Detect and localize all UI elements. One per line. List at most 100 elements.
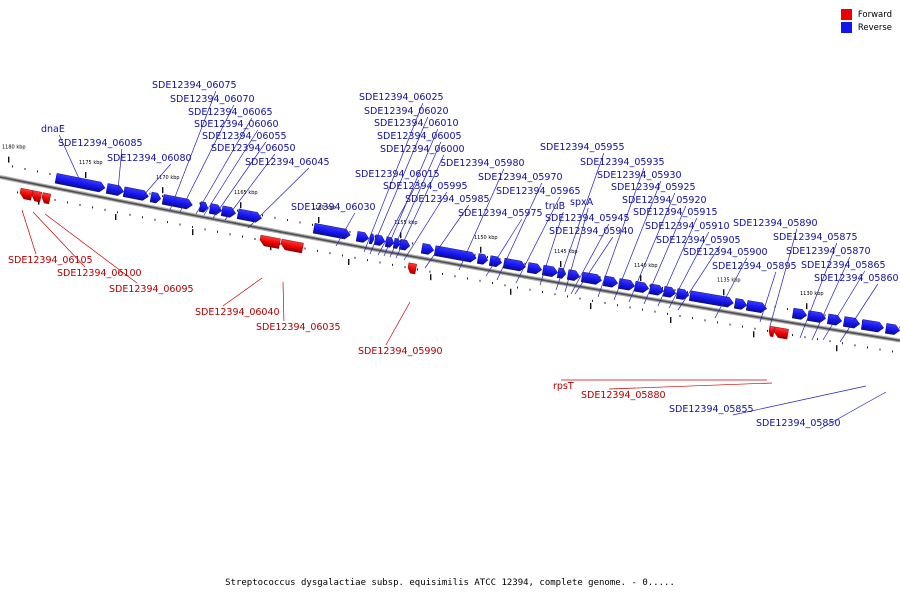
- leader-line: [668, 231, 710, 309]
- gene-label[interactable]: SDE12394_05955: [540, 142, 625, 153]
- gene-arrow[interactable]: [541, 264, 559, 277]
- gene-label[interactable]: SDE12394_05875: [773, 232, 858, 243]
- gene-label[interactable]: SDE12394_06075: [152, 80, 237, 91]
- gene-label[interactable]: SDE12394_05985: [405, 194, 490, 205]
- gene-label[interactable]: SDE12394_06000: [380, 144, 465, 155]
- gene-arrow[interactable]: [662, 286, 677, 298]
- gene-arrow[interactable]: [280, 238, 304, 254]
- gene-arrow[interactable]: [688, 290, 734, 308]
- gene-label[interactable]: SDE12394_06055: [202, 131, 287, 142]
- gene-label[interactable]: SDE12394_06045: [245, 157, 330, 168]
- gene-arrow[interactable]: [884, 323, 900, 335]
- gene-arrow[interactable]: [488, 255, 503, 268]
- gene-arrow[interactable]: [384, 236, 395, 248]
- gene-label[interactable]: SDE12394_05940: [549, 226, 634, 237]
- gene-arrow[interactable]: [860, 319, 884, 333]
- gene-label[interactable]: SDE12394_06050: [211, 143, 296, 154]
- gene-label[interactable]: SDE12394_05975: [458, 208, 543, 219]
- gene-arrow[interactable]: [236, 208, 262, 223]
- gene-arrow[interactable]: [791, 307, 808, 320]
- gene-label[interactable]: dnaE: [41, 124, 65, 135]
- gene-arrow[interactable]: [31, 190, 43, 203]
- gene-arrow[interactable]: [768, 325, 775, 338]
- gene-arrow[interactable]: [745, 300, 768, 313]
- gene-label[interactable]: SDE12394_06035: [256, 322, 341, 333]
- gene-label[interactable]: SDE12394_06020: [364, 106, 449, 117]
- gene-arrow[interactable]: [842, 316, 861, 329]
- gene-label[interactable]: SDE12394_05965: [496, 186, 581, 197]
- gene-label[interactable]: SDE12394_05910: [645, 221, 730, 232]
- gene-arrow[interactable]: [355, 231, 370, 243]
- gene-arrow[interactable]: [122, 186, 149, 202]
- gene-arrow[interactable]: [312, 223, 351, 240]
- gene-arrow[interactable]: [368, 233, 375, 245]
- gene-label[interactable]: SDE12394_06095: [109, 284, 194, 295]
- gene-label[interactable]: SDE12394_05900: [683, 247, 768, 258]
- gene-label[interactable]: SDE12394_06040: [195, 307, 280, 318]
- gene-arrow[interactable]: [398, 239, 411, 251]
- minor-tick: [104, 208, 106, 211]
- gene-arrow[interactable]: [220, 205, 237, 218]
- gene-arrow[interactable]: [773, 326, 789, 340]
- gene-label[interactable]: SDE12394_05860: [814, 273, 899, 284]
- tick-label: 1140 kbp: [634, 263, 658, 269]
- gene-label[interactable]: SDE12394_05880: [581, 390, 666, 401]
- gene-label[interactable]: SDE12394_05970: [478, 172, 563, 183]
- gene-label[interactable]: SDE12394_05895: [712, 261, 797, 272]
- gene-label[interactable]: SDE12394_05995: [383, 181, 468, 192]
- minor-tick: [142, 216, 143, 219]
- gene-label[interactable]: SDE12394_06010: [374, 118, 459, 129]
- gene-label[interactable]: rpsT: [553, 381, 574, 392]
- gene-arrow[interactable]: [54, 173, 106, 193]
- gene-label[interactable]: SDE12394_05935: [580, 157, 665, 168]
- gene-label[interactable]: SDE12394_06065: [188, 107, 273, 118]
- gene-label[interactable]: SDE12394_06100: [57, 268, 142, 279]
- gene-label[interactable]: SDE12394_06080: [107, 153, 192, 164]
- gene-arrow[interactable]: [105, 183, 125, 196]
- gene-label[interactable]: spxA: [570, 197, 594, 208]
- gene-arrow[interactable]: [41, 192, 52, 205]
- backbone-line: [0, 176, 900, 342]
- gene-arrow[interactable]: [556, 267, 567, 279]
- gene-arrow[interactable]: [602, 275, 619, 288]
- gene-label[interactable]: SDE12394_05870: [786, 246, 871, 257]
- gene-label[interactable]: SDE12394_05915: [633, 207, 718, 218]
- gene-arrow[interactable]: [19, 187, 33, 201]
- gene-label[interactable]: SDE12394_06030: [291, 202, 376, 213]
- gene-arrow[interactable]: [826, 313, 843, 326]
- gene-arrow[interactable]: [580, 271, 602, 285]
- gene-arrow[interactable]: [476, 253, 489, 265]
- leader-line: [222, 277, 263, 307]
- gene-label[interactable]: SDE12394_05890: [733, 218, 818, 229]
- gene-label[interactable]: SDE12394_06105: [8, 255, 93, 266]
- gene-label[interactable]: SDE12394_05945: [545, 213, 630, 224]
- gene-label[interactable]: SDE12394_06005: [377, 131, 462, 142]
- gene-label[interactable]: SDE12394_06060: [194, 119, 279, 130]
- gene-label[interactable]: SDE12394_05980: [440, 158, 525, 169]
- gene-label[interactable]: SDE12394_06015: [355, 169, 440, 180]
- gene-label[interactable]: SDE12394_05920: [622, 195, 707, 206]
- gene-arrow[interactable]: [617, 278, 636, 291]
- gene-arrow[interactable]: [407, 262, 418, 275]
- gene-arrow[interactable]: [526, 262, 543, 275]
- gene-arrow[interactable]: [733, 298, 748, 310]
- gene-arrow[interactable]: [161, 194, 193, 210]
- minor-tick: [67, 201, 68, 204]
- gene-label[interactable]: truB: [545, 201, 565, 212]
- gene-label[interactable]: SDE12394_05930: [597, 170, 682, 181]
- gene-arrow[interactable]: [149, 191, 162, 204]
- gene-label[interactable]: SDE12394_05855: [669, 404, 754, 415]
- gene-label[interactable]: SDE12394_05905: [656, 235, 741, 246]
- gene-arrow[interactable]: [259, 234, 281, 249]
- gene-arrow[interactable]: [420, 243, 435, 255]
- gene-label[interactable]: SDE12394_06070: [170, 94, 255, 105]
- gene-label[interactable]: SDE12394_06025: [359, 92, 444, 103]
- gene-label[interactable]: SDE12394_05925: [611, 182, 696, 193]
- gene-arrow[interactable]: [198, 201, 209, 213]
- gene-label[interactable]: SDE12394_05850: [756, 418, 841, 429]
- gene-label[interactable]: SDE12394_06085: [58, 138, 143, 149]
- gene-arrow[interactable]: [633, 281, 650, 293]
- gene-label[interactable]: SDE12394_05990: [358, 346, 443, 357]
- gene-arrow[interactable]: [208, 203, 223, 216]
- gene-label[interactable]: SDE12394_05865: [801, 260, 886, 271]
